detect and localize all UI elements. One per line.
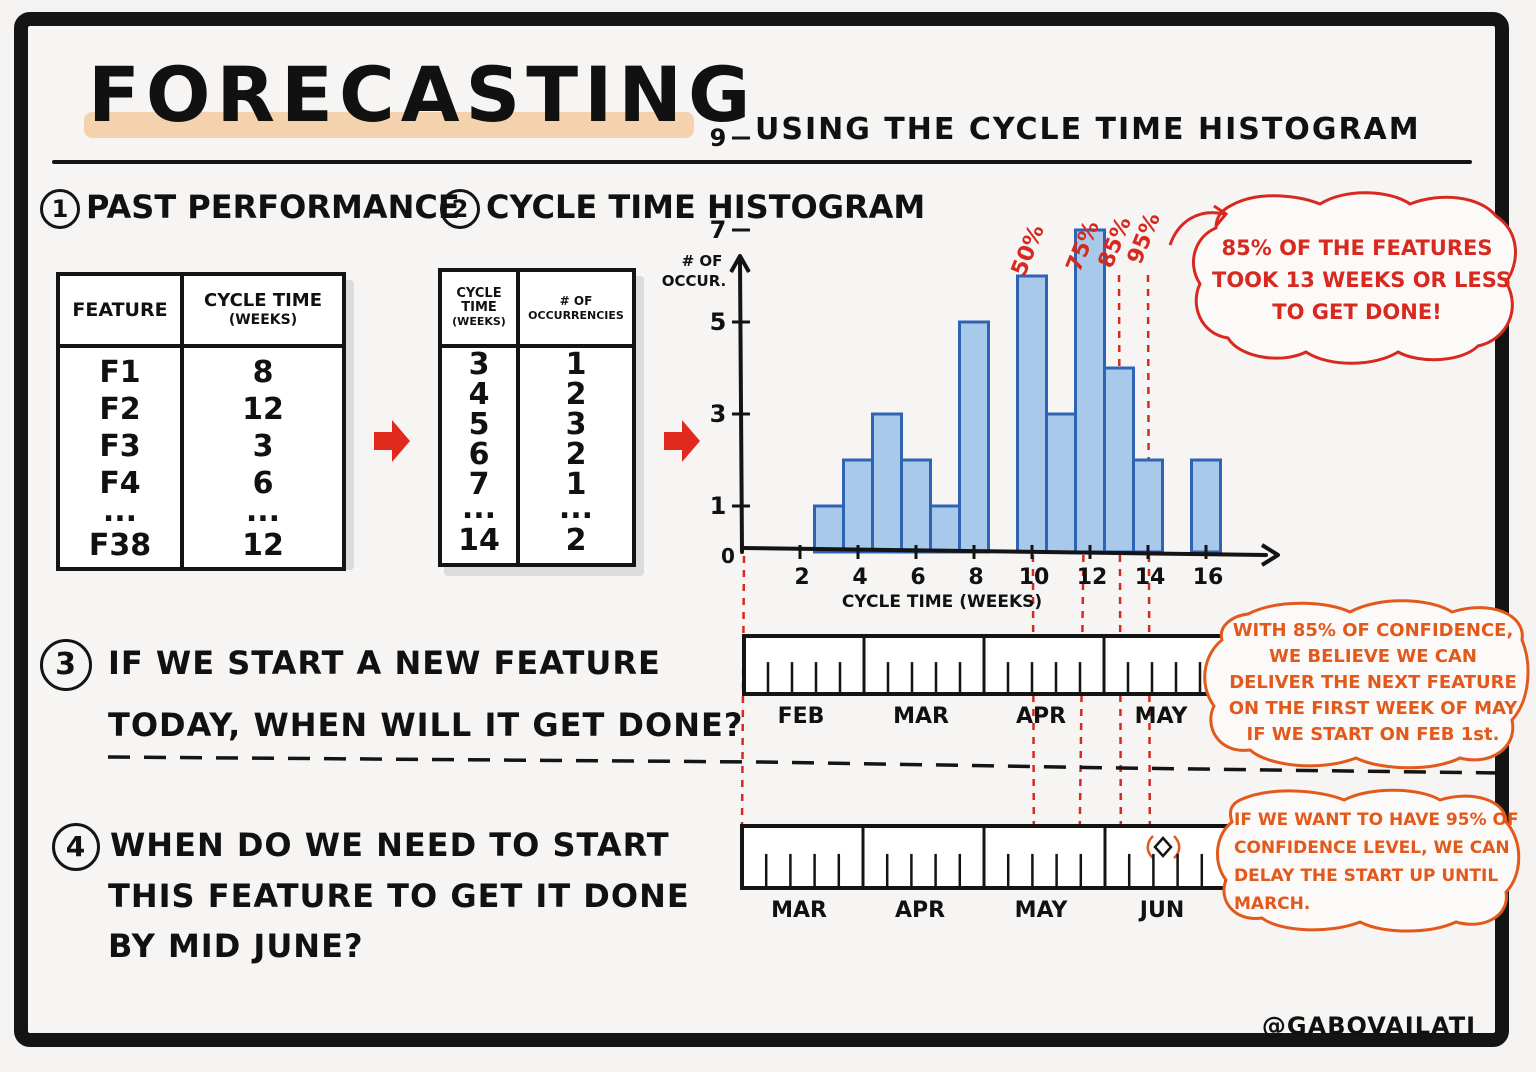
step2-number-badge: 2: [440, 189, 480, 229]
step3-number: 3: [55, 647, 77, 682]
month-label: MAR: [893, 704, 949, 729]
table-cell: 6: [468, 437, 490, 472]
step1-number: 1: [51, 195, 69, 223]
table-cell: 14: [458, 523, 500, 558]
table-cell: 2: [565, 377, 587, 412]
table-cell: 7: [468, 467, 490, 502]
page-title: FORECASTING: [88, 50, 757, 139]
table-cell: 6: [252, 466, 274, 501]
table-cell: ...: [461, 491, 497, 526]
callout-2-line2: WE BELIEVE WE CAN: [1268, 646, 1477, 667]
step1-heading: 1 PAST PERFORMANCE: [40, 188, 460, 229]
table-cell: 8: [252, 355, 274, 390]
table-cell: 3: [468, 347, 490, 382]
cycle-time-column-header: CYCLE TIME (WEEKS): [438, 268, 520, 348]
table-cell: 4: [468, 377, 490, 412]
table-cell: F1: [99, 355, 141, 390]
callout-1: 85% OF THE FEATURES TOOK 13 WEEKS OR LES…: [1212, 232, 1512, 328]
occurrences-column-header: # OF OCCURRENCIES: [516, 268, 636, 348]
step3-number-badge: 3: [40, 639, 92, 691]
step3-line2: TODAY, WHEN WILL IT GET DONE?: [108, 706, 744, 744]
month-label: FEB: [777, 704, 825, 729]
step2-title: CYCLE TIME HISTOGRAM: [486, 188, 926, 226]
callout-2-line4: ON THE FIRST WEEK OF MAY: [1228, 698, 1518, 719]
occurrences-column: 1 2 3 2 1 ... 2: [516, 344, 636, 567]
author-handle: @GABOVAILATI: [1261, 1012, 1476, 1040]
month-label: MAR: [771, 898, 827, 923]
step4-number-badge: 4: [52, 823, 100, 871]
cycle-time-column-header: CYCLE TIME (WEEKS): [180, 272, 346, 348]
month-label: APR: [1015, 704, 1067, 729]
table-cell: F4: [99, 466, 141, 501]
table-cell: 5: [468, 407, 490, 442]
step3-line1: IF WE START A NEW FEATURE: [108, 644, 661, 682]
month-label: MAY: [1014, 898, 1068, 923]
step1-title: PAST PERFORMANCE: [86, 188, 460, 226]
callout-2-line1: WITH 85% OF CONFIDENCE,: [1232, 620, 1514, 641]
header-line: # OF: [559, 293, 593, 308]
table-cell: 2: [565, 437, 587, 472]
feature-column: F1 F2 F3 F4 ... F38: [56, 344, 184, 571]
page-subtitle: USING THE CYCLE TIME HISTOGRAM: [755, 112, 1421, 147]
table-cell: ...: [245, 494, 281, 529]
step2-number: 2: [451, 195, 469, 223]
callout-3-line3: DELAY THE START UP UNTIL: [1234, 866, 1499, 886]
cycle-time-frequency-table: CYCLE TIME (WEEKS) # OF OCCURRENCIES 3 4…: [438, 268, 636, 567]
callout-2-line3: DELIVER THE NEXT FEATURE: [1229, 672, 1517, 693]
table-cell: ...: [102, 494, 138, 529]
callout-3-line4: MARCH.: [1234, 894, 1311, 914]
month-label: JUN: [1139, 898, 1185, 923]
month-label: APR: [894, 898, 946, 923]
callout-1-line3: TO GET DONE!: [1272, 300, 1442, 324]
table-cell: 1: [565, 347, 587, 382]
table-cell: 3: [252, 429, 274, 464]
step4-line3: BY MID JUNE?: [108, 927, 364, 965]
step4-number: 4: [65, 830, 87, 863]
step4-line2: THIS FEATURE TO GET IT DONE: [108, 877, 690, 915]
header-line: TIME: [461, 300, 497, 315]
table-cell: F3: [99, 429, 141, 464]
cycle-time-column: 3 4 5 6 7 ... 14: [438, 344, 520, 567]
month-label: MAY: [1134, 704, 1188, 729]
cycle-time-column: 8 12 3 6 ... 12: [180, 344, 346, 571]
table-cell: F38: [88, 528, 152, 563]
callout-1-line1: 85% OF THE FEATURES: [1221, 236, 1493, 260]
table-cell: 3: [565, 407, 587, 442]
arrow-right-icon: [374, 420, 410, 462]
step1-number-badge: 1: [40, 189, 80, 229]
table-cell: F2: [99, 392, 141, 427]
arrow-right-icon: [664, 420, 700, 462]
table-cell: 12: [242, 392, 284, 427]
header-line: OCCURRENCIES: [528, 308, 624, 322]
table-cell: 1: [565, 467, 587, 502]
table-cell: ...: [558, 491, 594, 526]
callout-3-line1: IF WE WANT TO HAVE 95% OF: [1234, 810, 1519, 830]
table-cell: 2: [565, 523, 587, 558]
past-performance-table: FEATURE CYCLE TIME (WEEKS) F1 F2 F3 F4 ..…: [56, 272, 346, 571]
table-cell: 12: [242, 528, 284, 563]
step4-line1-row: 4 WHEN DO WE NEED TO START: [52, 820, 690, 871]
header-divider: [52, 160, 1472, 164]
callout-3-line2: CONFIDENCE LEVEL, WE CAN: [1234, 838, 1510, 858]
step2-heading: 2 CYCLE TIME HISTOGRAM: [440, 188, 925, 229]
step3-question: 3 IF WE START A NEW FEATURE TODAY, WHEN W…: [40, 632, 743, 756]
callout-1-line2: TOOK 13 WEEKS OR LESS: [1212, 268, 1512, 292]
header-line: CYCLE: [456, 286, 502, 301]
cycle-time-header-line1: CYCLE TIME: [203, 289, 323, 311]
title-highlight: [84, 112, 694, 138]
cycle-time-header-line2: (WEEKS): [228, 311, 298, 328]
step4-question: 4 WHEN DO WE NEED TO START THIS FEATURE T…: [52, 820, 690, 971]
feature-column-header: FEATURE: [56, 272, 184, 348]
feature-header-text: FEATURE: [72, 299, 168, 321]
step3-line1-row: 3 IF WE START A NEW FEATURE: [40, 632, 743, 694]
callout-2: WITH 85% OF CONFIDENCE, WE BELIEVE WE CA…: [1228, 618, 1518, 748]
header-line: (WEEKS): [452, 315, 506, 328]
step4-line1: WHEN DO WE NEED TO START: [110, 826, 670, 864]
callout-2-line5: IF WE START ON FEB 1st.: [1246, 724, 1500, 745]
callout-3: IF WE WANT TO HAVE 95% OF CONFIDENCE LEV…: [1234, 806, 1519, 918]
